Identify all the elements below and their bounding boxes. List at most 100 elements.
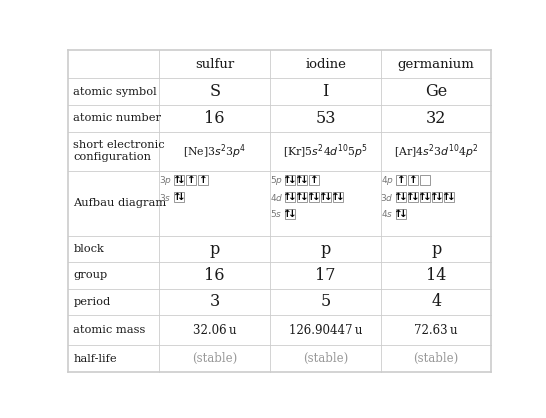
Text: (stable): (stable): [192, 352, 238, 365]
Text: (stable): (stable): [303, 352, 348, 365]
Text: $3s$: $3s$: [159, 191, 171, 203]
Text: 16: 16: [204, 110, 225, 127]
Text: ↓: ↓: [411, 192, 420, 202]
Text: p: p: [431, 241, 441, 257]
Bar: [321, 192, 331, 202]
Text: ↑: ↑: [418, 192, 427, 202]
Text: [Ar]4$s^2$3$d^{10}$4$p^2$: [Ar]4$s^2$3$d^{10}$4$p^2$: [394, 142, 478, 161]
Text: ↑: ↑: [173, 192, 181, 202]
Text: 4: 4: [431, 293, 441, 310]
Text: iodine: iodine: [305, 58, 346, 71]
Text: ↑: ↑: [319, 192, 328, 202]
Bar: [432, 192, 442, 202]
Bar: [408, 175, 418, 185]
Bar: [408, 192, 418, 202]
Bar: [297, 175, 307, 185]
Bar: [396, 209, 406, 219]
Text: $4d$: $4d$: [270, 191, 283, 203]
Text: group: group: [73, 270, 108, 280]
Text: ↑: ↑: [283, 175, 292, 185]
Bar: [309, 175, 319, 185]
Bar: [420, 175, 430, 185]
Bar: [285, 175, 295, 185]
Text: period: period: [73, 297, 111, 307]
Text: $4s$: $4s$: [381, 209, 393, 219]
Bar: [174, 175, 185, 185]
Text: germanium: germanium: [398, 58, 474, 71]
Text: ↑: ↑: [307, 192, 316, 202]
Text: 17: 17: [315, 267, 336, 284]
Text: (stable): (stable): [413, 352, 459, 365]
Text: ↑: ↑: [331, 192, 340, 202]
Text: ↓: ↓: [288, 175, 296, 185]
Bar: [186, 175, 197, 185]
Bar: [396, 192, 406, 202]
Text: 16: 16: [204, 267, 225, 284]
Text: [Ne]3$s^2$3$p^4$: [Ne]3$s^2$3$p^4$: [183, 142, 246, 161]
Text: 126.90447 u: 126.90447 u: [289, 324, 362, 336]
Text: ↓: ↓: [399, 209, 408, 219]
Text: ↑: ↑: [295, 175, 304, 185]
Text: ↓: ↓: [447, 192, 456, 202]
Text: ↑: ↑: [394, 209, 403, 219]
Text: Ge: Ge: [425, 83, 447, 100]
Text: p: p: [321, 241, 331, 257]
Bar: [198, 175, 209, 185]
Text: ↓: ↓: [324, 192, 333, 202]
Text: ↑: ↑: [396, 175, 405, 185]
Text: atomic mass: atomic mass: [73, 325, 146, 335]
Text: ↓: ↓: [288, 192, 296, 202]
Bar: [174, 192, 185, 202]
Text: $5p$: $5p$: [270, 173, 283, 186]
Text: $5s$: $5s$: [270, 209, 282, 219]
Text: [Kr]5$s^2$4$d^{10}$5$p^5$: [Kr]5$s^2$4$d^{10}$5$p^5$: [283, 142, 368, 161]
Text: $3p$: $3p$: [159, 173, 172, 186]
Text: ↓: ↓: [435, 192, 444, 202]
Text: ↑: ↑: [408, 175, 417, 185]
Text: ↑: ↑: [283, 209, 292, 219]
Text: Aufbau diagram: Aufbau diagram: [73, 199, 167, 209]
Text: ↑: ↑: [442, 192, 451, 202]
Text: ↓: ↓: [312, 192, 321, 202]
Bar: [444, 192, 454, 202]
Text: 72.63 u: 72.63 u: [414, 324, 458, 336]
Text: ↓: ↓: [288, 209, 296, 219]
Text: $4p$: $4p$: [381, 173, 394, 186]
Text: $3d$: $3d$: [381, 191, 394, 203]
Text: ↑: ↑: [430, 192, 439, 202]
Text: atomic number: atomic number: [73, 113, 161, 123]
Text: ↓: ↓: [336, 192, 345, 202]
Text: short electronic
configuration: short electronic configuration: [73, 140, 165, 163]
Text: 32: 32: [426, 110, 447, 127]
Text: 14: 14: [426, 267, 447, 284]
Text: 5: 5: [321, 293, 331, 310]
Bar: [309, 192, 319, 202]
Text: 53: 53: [315, 110, 336, 127]
Text: ↓: ↓: [177, 175, 186, 185]
Text: atomic symbol: atomic symbol: [73, 87, 157, 97]
Text: I: I: [322, 83, 329, 100]
Text: half-life: half-life: [73, 354, 117, 364]
Text: ↓: ↓: [399, 192, 408, 202]
Text: ↑: ↑: [173, 175, 181, 185]
Text: p: p: [210, 241, 220, 257]
Text: 3: 3: [210, 293, 220, 310]
Bar: [285, 192, 295, 202]
Text: 32.06 u: 32.06 u: [193, 324, 236, 336]
Text: ↑: ↑: [394, 192, 403, 202]
Text: ↑: ↑: [295, 192, 304, 202]
Text: ↑: ↑: [310, 175, 318, 185]
Bar: [333, 192, 343, 202]
Bar: [420, 192, 430, 202]
Text: block: block: [73, 244, 104, 254]
Text: ↓: ↓: [300, 175, 308, 185]
Text: ↓: ↓: [300, 192, 308, 202]
Text: ↑: ↑: [187, 175, 195, 185]
Text: S: S: [209, 83, 220, 100]
Text: ↑: ↑: [283, 192, 292, 202]
Text: ↓: ↓: [177, 192, 186, 202]
Bar: [285, 209, 295, 219]
Text: ↑: ↑: [199, 175, 207, 185]
Bar: [297, 192, 307, 202]
Text: ↑: ↑: [406, 192, 415, 202]
